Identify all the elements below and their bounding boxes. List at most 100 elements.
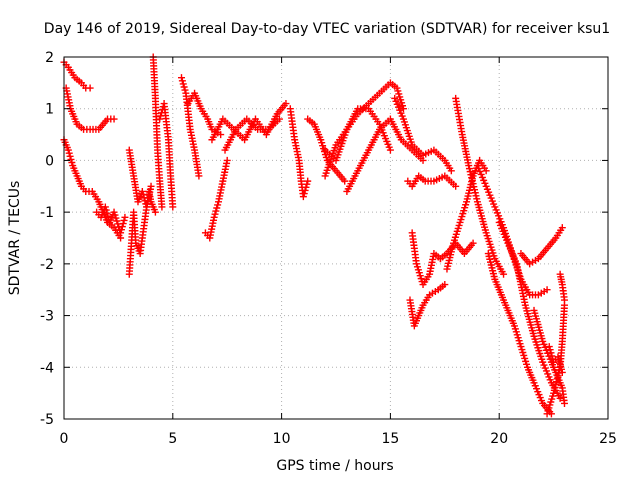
- y-tick-label: -4: [40, 360, 54, 376]
- data-point: [554, 353, 562, 361]
- data-point-fill: [68, 158, 76, 166]
- series-arc-k: [201, 156, 231, 242]
- data-point: [556, 394, 564, 402]
- data-point: [156, 115, 164, 123]
- data-point-fill: [547, 349, 555, 357]
- data-point: [482, 167, 490, 175]
- series-arc-u: [408, 229, 444, 289]
- series-arc-h: [156, 100, 177, 211]
- series-arc-aa: [484, 250, 555, 418]
- data-point: [399, 105, 407, 113]
- data-point: [169, 203, 177, 211]
- data-point: [178, 74, 186, 82]
- data-point: [117, 229, 125, 237]
- series-arc-gg: [545, 343, 566, 376]
- data-point: [275, 115, 283, 123]
- x-tick-label: 20: [490, 431, 508, 447]
- series-arc-ff: [556, 270, 568, 304]
- data-point: [386, 146, 394, 154]
- data-point: [158, 203, 166, 211]
- data-point-fill: [301, 186, 309, 194]
- data-point-fill: [102, 206, 110, 214]
- data-point-fill: [211, 210, 219, 218]
- series-arc-n: [286, 105, 312, 201]
- data-point-fill: [120, 216, 128, 224]
- series-arc-t: [404, 172, 460, 190]
- series-arc-d: [93, 203, 129, 237]
- data-point-fill: [213, 204, 221, 212]
- data-point-fill: [181, 86, 189, 94]
- data-point-fill: [556, 359, 564, 367]
- data-point: [101, 203, 109, 211]
- series-arc-g: [149, 53, 166, 211]
- x-tick-label: 25: [599, 431, 617, 447]
- series-arc-f: [125, 146, 155, 211]
- y-tick-label: -1: [40, 205, 54, 221]
- data-point-fill: [300, 190, 308, 198]
- y-tick-label: -5: [40, 412, 54, 428]
- data-point-fill: [65, 149, 73, 157]
- data-point: [447, 167, 455, 175]
- series-arc-v: [406, 281, 449, 330]
- data-point-fill: [546, 346, 554, 354]
- data-point: [560, 296, 568, 304]
- data-point: [304, 177, 312, 185]
- y-tick-labels: 2 1 0 -1 -2 -3 -4 -5: [40, 50, 54, 428]
- data-point: [138, 187, 146, 195]
- y-tick-label: -3: [40, 309, 54, 325]
- chart-title: Day 146 of 2019, Sidereal Day-to-day VTE…: [44, 21, 610, 37]
- data-point: [543, 286, 551, 294]
- data-point: [441, 281, 449, 289]
- data-point-fill: [302, 183, 310, 191]
- data-point-fill: [214, 201, 222, 209]
- data-point-fill: [179, 80, 187, 88]
- data-point: [299, 193, 307, 201]
- data-point-fill: [117, 226, 125, 234]
- series-arc-s: [391, 94, 455, 175]
- data-point: [545, 343, 553, 351]
- data-point-fill: [118, 223, 126, 231]
- data-point-fill: [103, 209, 111, 217]
- y-axis-label: SDTVAR / TECUs: [7, 181, 23, 296]
- axis-ticks: [63, 56, 609, 420]
- data-point: [110, 115, 118, 123]
- series-arc-z: [473, 162, 551, 299]
- data-point: [121, 213, 129, 221]
- data-point-fill: [557, 362, 565, 370]
- data-point-fill: [548, 352, 556, 360]
- series-arc-m: [221, 115, 283, 154]
- series-arc-ee: [543, 301, 568, 418]
- data-point-fill: [139, 191, 147, 199]
- data-point: [217, 131, 225, 139]
- x-tick-label: 5: [168, 431, 177, 447]
- plot-frame: [63, 56, 609, 420]
- data-point-fill: [212, 207, 220, 215]
- data-point-fill: [180, 83, 188, 91]
- x-axis-label: GPS time / hours: [276, 458, 393, 474]
- series-arc-bb: [495, 218, 564, 402]
- y-tick-label: 1: [45, 102, 54, 118]
- data-point-fill: [66, 152, 74, 160]
- data-point: [341, 177, 349, 185]
- data-point-fill: [104, 212, 112, 220]
- series-arc-r: [343, 115, 427, 195]
- series-arc-y: [452, 94, 508, 278]
- data-point: [500, 270, 508, 278]
- x-tick-labels: 0 5 10 15 20 25: [60, 431, 617, 447]
- data-point-fill: [557, 365, 565, 373]
- y-tick-label: 0: [45, 153, 54, 169]
- series-arc-b: [62, 84, 118, 133]
- y-tick-label: -2: [40, 257, 54, 273]
- data-point: [195, 172, 203, 180]
- data-point: [86, 84, 94, 92]
- series-arc-cc: [517, 224, 566, 268]
- data-point: [560, 399, 568, 407]
- data-point: [282, 100, 290, 108]
- x-tick-label: 10: [273, 431, 291, 447]
- data-point: [223, 156, 231, 164]
- x-tick-label: 0: [60, 431, 69, 447]
- data-point-fill: [555, 356, 563, 364]
- y-tick-label: 2: [45, 50, 54, 66]
- data-point: [64, 146, 72, 154]
- x-tick-label: 15: [381, 431, 399, 447]
